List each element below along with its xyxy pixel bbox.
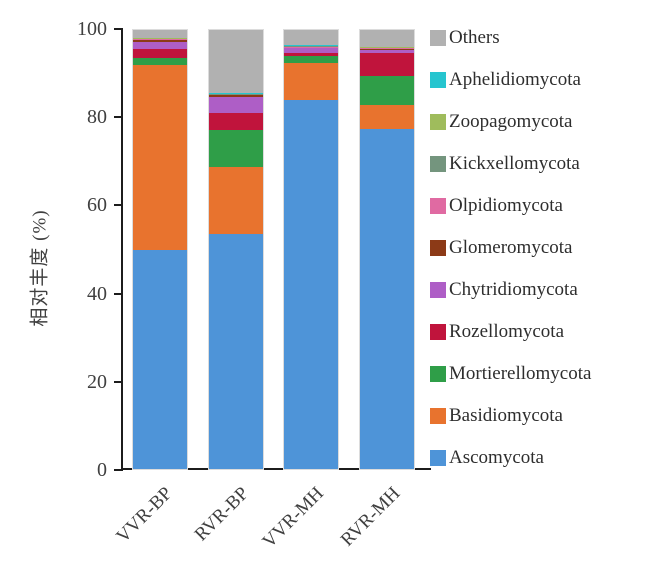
legend-label: Olpidiomycota [449, 195, 563, 216]
legend-swatch-icon [430, 408, 446, 424]
bar-segment-Rozellomycota [360, 53, 414, 76]
bar-segment-Olpidiomycota [209, 94, 263, 96]
x-tick-label-VVR-MH: VVR-MH [258, 483, 328, 553]
legend-swatch-icon [430, 324, 446, 340]
legend-item-Aphelidiomycota: Aphelidiomycota [430, 68, 591, 92]
legend-swatch-icon [430, 156, 446, 172]
bar-segment-Mortierellomycota [133, 57, 187, 65]
bar-segment-Mortierellomycota [284, 56, 338, 63]
bars-area [123, 29, 430, 470]
bar-segment-Basidiomycota [209, 167, 263, 235]
bar-segment-Mortierellomycota [209, 130, 263, 168]
y-tick-label: 40 [87, 282, 107, 305]
legend-label: Aphelidiomycota [449, 69, 581, 90]
x-tick-label-VVR-BP: VVR-BP [112, 483, 177, 548]
bar-segment-Chytridiomycota [360, 49, 414, 54]
bar-segment-Ascomycota [209, 234, 263, 469]
bar-segment-Olpidiomycota [284, 46, 338, 48]
bar-segment-Chytridiomycota [133, 41, 187, 49]
bar-segment-Rozellomycota [209, 112, 263, 131]
legend-label: Mortierellomycota [449, 363, 592, 384]
bar-segment-Glomeromycota [209, 95, 263, 98]
y-tick-mark [114, 292, 123, 295]
bar-segment-Rozellomycota [133, 48, 187, 58]
bar-segment-Olpidiomycota [360, 48, 414, 49]
y-tick-label: 100 [77, 18, 107, 40]
bar-segment-Basidiomycota [284, 62, 338, 101]
bar-segment-Basidiomycota [133, 64, 187, 250]
bar-VVR-BP [132, 29, 188, 470]
bar-RVR-BP [208, 29, 264, 470]
legend-label: Zoopagomycota [449, 111, 573, 132]
y-tick-mark [114, 469, 123, 471]
legend-swatch-icon [430, 30, 446, 46]
y-axis-line [121, 28, 123, 470]
legend-item-Ascomycota: Ascomycota [430, 446, 591, 470]
legend-swatch-icon [430, 366, 446, 382]
bar-VVR-MH [283, 29, 339, 470]
legend-label: Chytridiomycota [449, 279, 578, 300]
y-tick-label: 60 [87, 194, 107, 217]
y-tick-mark [114, 116, 123, 119]
legend: Others Aphelidiomycota Zoopagomycota Kickxe… [430, 26, 591, 470]
legend-swatch-icon [430, 240, 446, 256]
legend-swatch-icon [430, 114, 446, 130]
legend-label: Basidiomycota [449, 405, 563, 426]
y-tick-label: 20 [87, 370, 107, 393]
bar-segment-Mortierellomycota [360, 75, 414, 105]
x-tick-label-RVR-MH: RVR-MH [336, 483, 404, 551]
bar-segment-Chytridiomycota [209, 97, 263, 113]
y-tick-mark [114, 28, 123, 30]
legend-item-Kickxellomycota: Kickxellomycota [430, 152, 591, 176]
legend-label: Glomeromycota [449, 237, 573, 258]
bar-segment-Others [360, 30, 414, 47]
legend-label: Others [449, 27, 500, 48]
bar-segment-Others [133, 30, 187, 38]
legend-item-Rozellomycota: Rozellomycota [430, 320, 591, 344]
legend-swatch-icon [430, 450, 446, 466]
legend-label: Kickxellomycota [449, 153, 580, 174]
legend-item-Others: Others [430, 26, 591, 50]
bar-segment-Olpidiomycota [133, 39, 187, 41]
y-tick-label: 80 [87, 106, 107, 129]
bar-segment-Basidiomycota [360, 104, 414, 129]
bar-segment-Others [284, 30, 338, 46]
y-axis-title: 相对丰度 (%) [29, 209, 51, 327]
legend-item-Basidiomycota: Basidiomycota [430, 404, 591, 428]
legend-swatch-icon [430, 72, 446, 88]
legend-item-Mortierellomycota: Mortierellomycota [430, 362, 591, 386]
bar-segment-Ascomycota [284, 100, 338, 469]
bar-segment-Chytridiomycota [284, 48, 338, 54]
bar-segment-Glomeromycota [284, 47, 338, 49]
x-tick-label-RVR-BP: RVR-BP [190, 483, 253, 546]
legend-swatch-icon [430, 282, 446, 298]
legend-item-Zoopagomycota: Zoopagomycota [430, 110, 591, 134]
bar-segment-Glomeromycota [133, 40, 187, 42]
y-tick-mark [114, 380, 123, 383]
y-tick-mark [114, 204, 123, 207]
bar-segment-Ascomycota [360, 128, 414, 469]
bar-segment-Rozellomycota [284, 53, 338, 57]
bar-segment-Others [209, 30, 263, 94]
legend-label: Ascomycota [449, 447, 544, 468]
bar-segment-Glomeromycota [360, 48, 414, 50]
x-axis-line [121, 468, 431, 470]
legend-item-Glomeromycota: Glomeromycota [430, 236, 591, 260]
legend-item-Chytridiomycota: Chytridiomycota [430, 278, 591, 302]
legend-label: Rozellomycota [449, 321, 565, 342]
bar-RVR-MH [359, 29, 415, 470]
legend-swatch-icon [430, 198, 446, 214]
bar-segment-Ascomycota [133, 249, 187, 469]
y-tick-label: 0 [97, 459, 107, 481]
legend-item-Olpidiomycota: Olpidiomycota [430, 194, 591, 218]
